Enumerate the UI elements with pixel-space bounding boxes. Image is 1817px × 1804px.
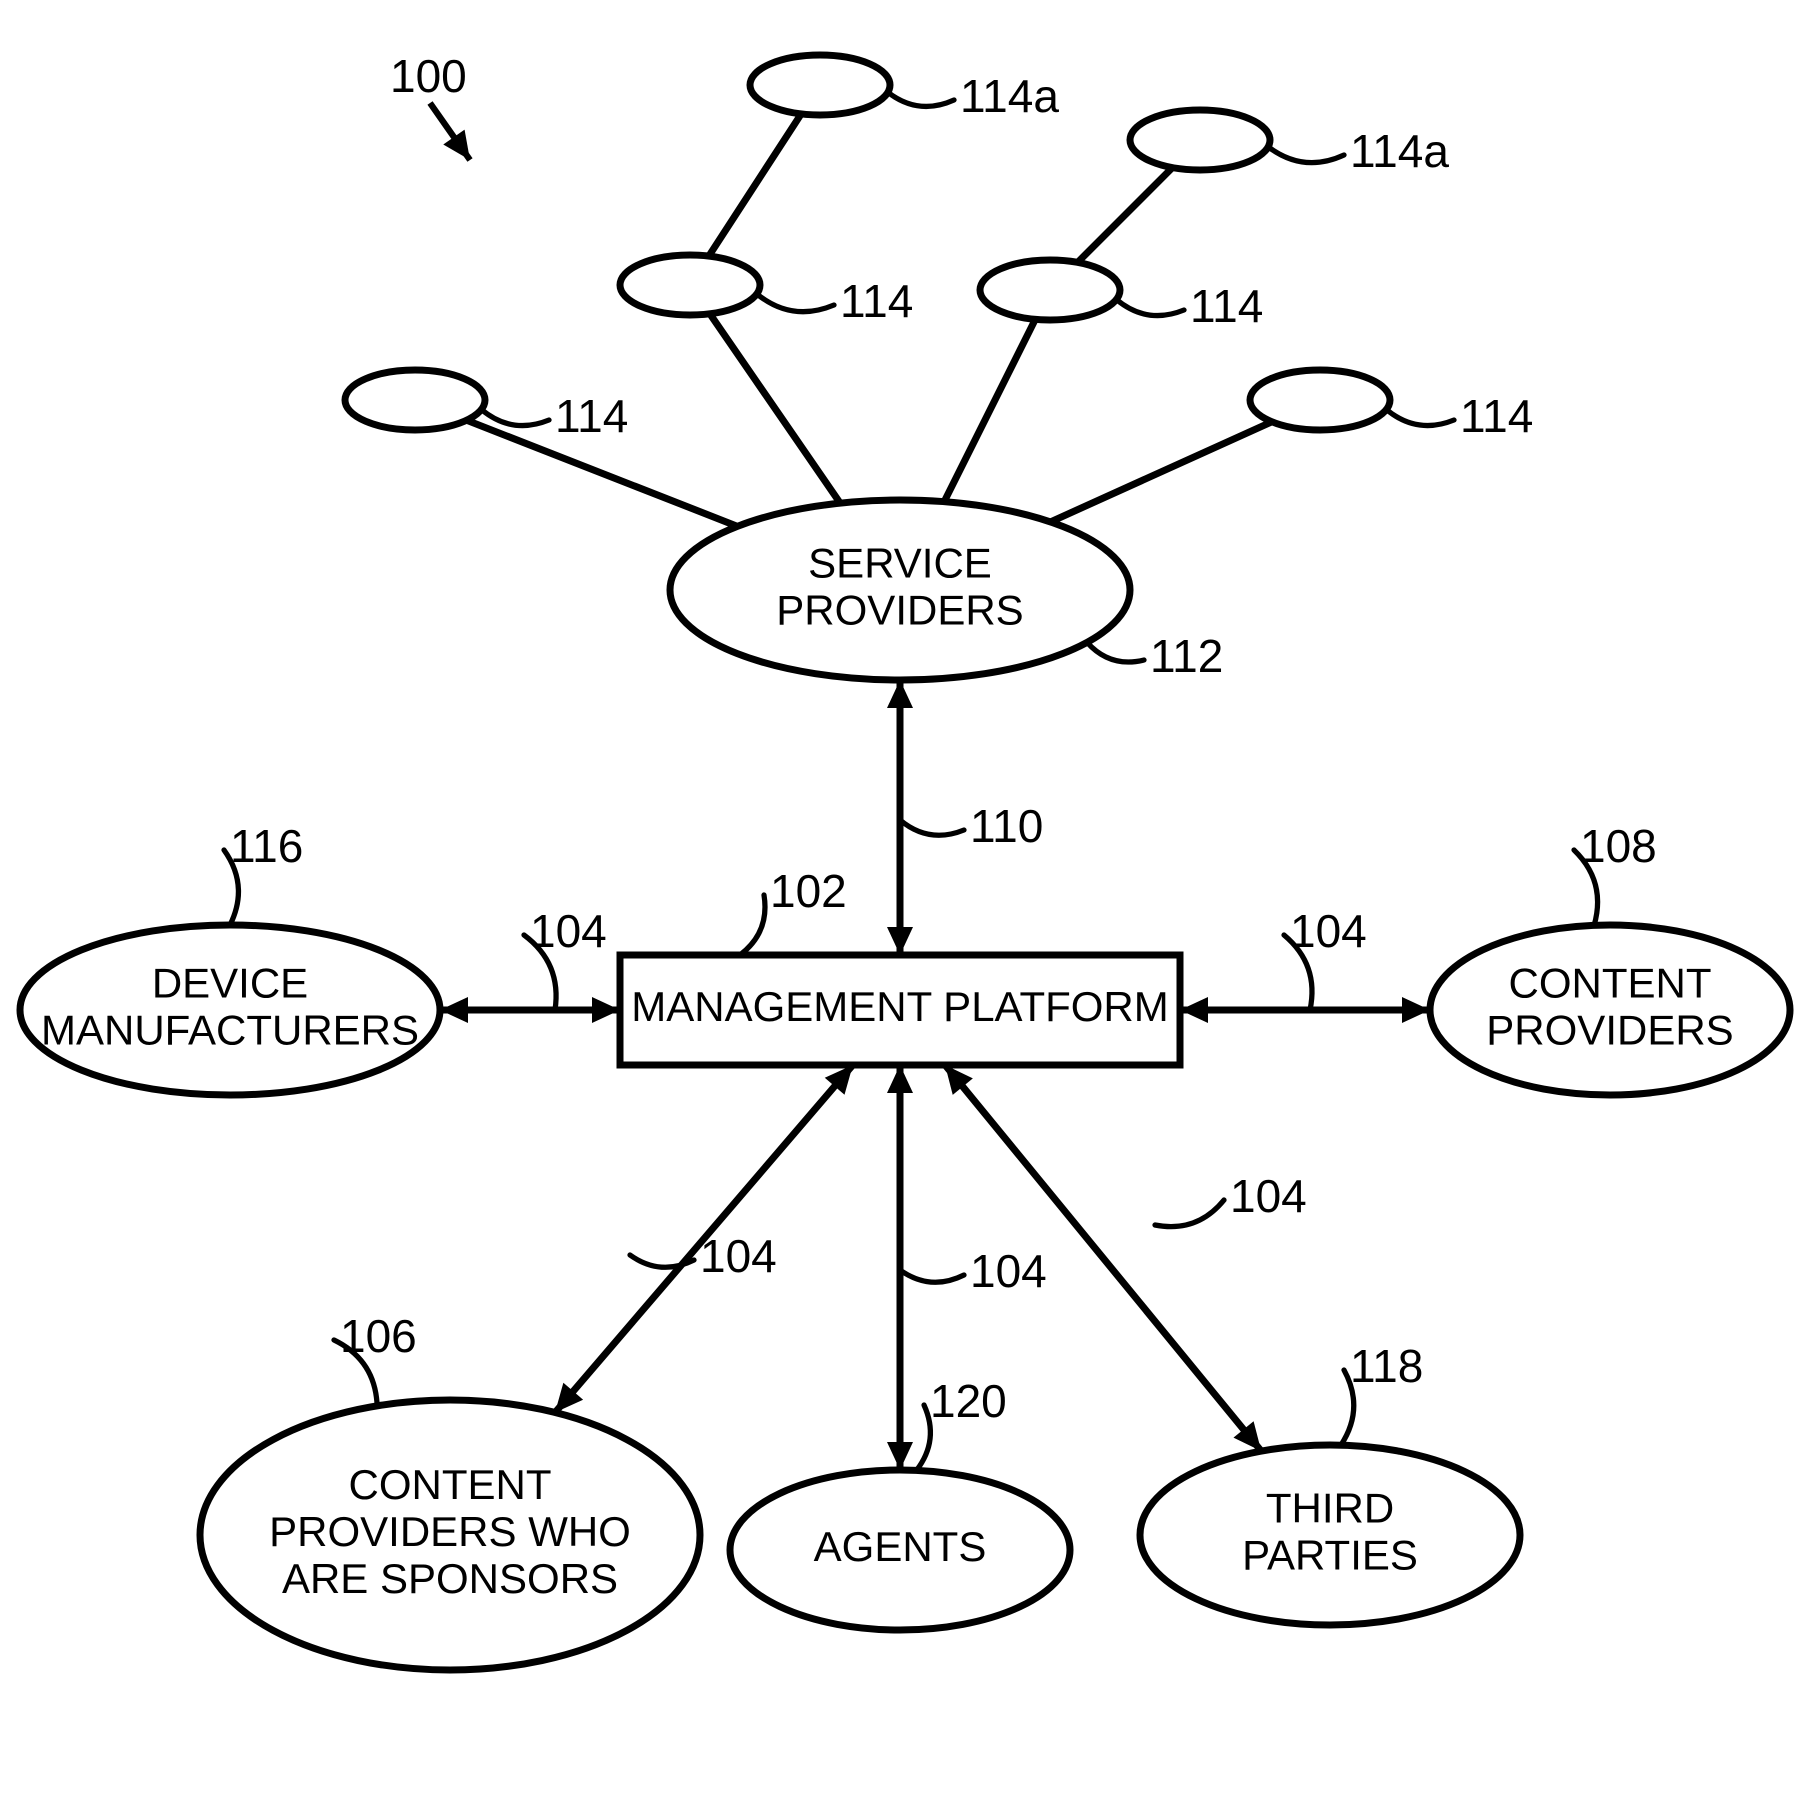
agents-label: AGENTS (814, 1523, 987, 1570)
ref-120: 120 (930, 1375, 1007, 1427)
sponsors-label: ARE SPONSORS (282, 1555, 618, 1602)
third_parties-label: PARTIES (1242, 1532, 1418, 1579)
sp_b (620, 255, 760, 315)
ref-110: 110 (970, 800, 1043, 852)
ref-114: 114 (555, 390, 628, 442)
sponsors-label: PROVIDERS WHO (269, 1508, 631, 1555)
service_providers-label: PROVIDERS (776, 587, 1023, 634)
sp_c (980, 260, 1120, 320)
ref-114: 114 (1460, 390, 1533, 442)
sp_c_a (1130, 110, 1270, 170)
ref-114a: 114a (960, 70, 1059, 122)
ref-114a: 114a (1350, 125, 1449, 177)
ref-114: 114 (840, 275, 913, 327)
device_mfrs-label: MANUFACTURERS (41, 1007, 419, 1054)
ref-112: 112 (1150, 630, 1223, 682)
ref-116: 116 (230, 820, 303, 872)
sp_a (345, 370, 485, 430)
sp_d (1250, 370, 1390, 430)
content_providers-label: CONTENT (1509, 960, 1712, 1007)
sponsors-label: CONTENT (349, 1461, 552, 1508)
content_providers-label: PROVIDERS (1486, 1007, 1733, 1054)
platform-label: MANAGEMENT PLATFORM (631, 983, 1169, 1030)
service_providers-label: SERVICE (808, 540, 992, 587)
ref-118: 118 (1350, 1340, 1423, 1392)
ref-100: 100 (390, 50, 467, 102)
third_parties-label: THIRD (1266, 1485, 1394, 1532)
sp_b_a (750, 55, 890, 115)
ref-102: 102 (770, 865, 847, 917)
device_mfrs-label: DEVICE (152, 960, 308, 1007)
ref-108: 108 (1580, 820, 1657, 872)
ref-104: 104 (1230, 1170, 1307, 1222)
ref-104: 104 (970, 1245, 1047, 1297)
ref-104: 104 (700, 1230, 777, 1282)
ref-104: 104 (1290, 905, 1367, 957)
ref-114: 114 (1190, 280, 1263, 332)
